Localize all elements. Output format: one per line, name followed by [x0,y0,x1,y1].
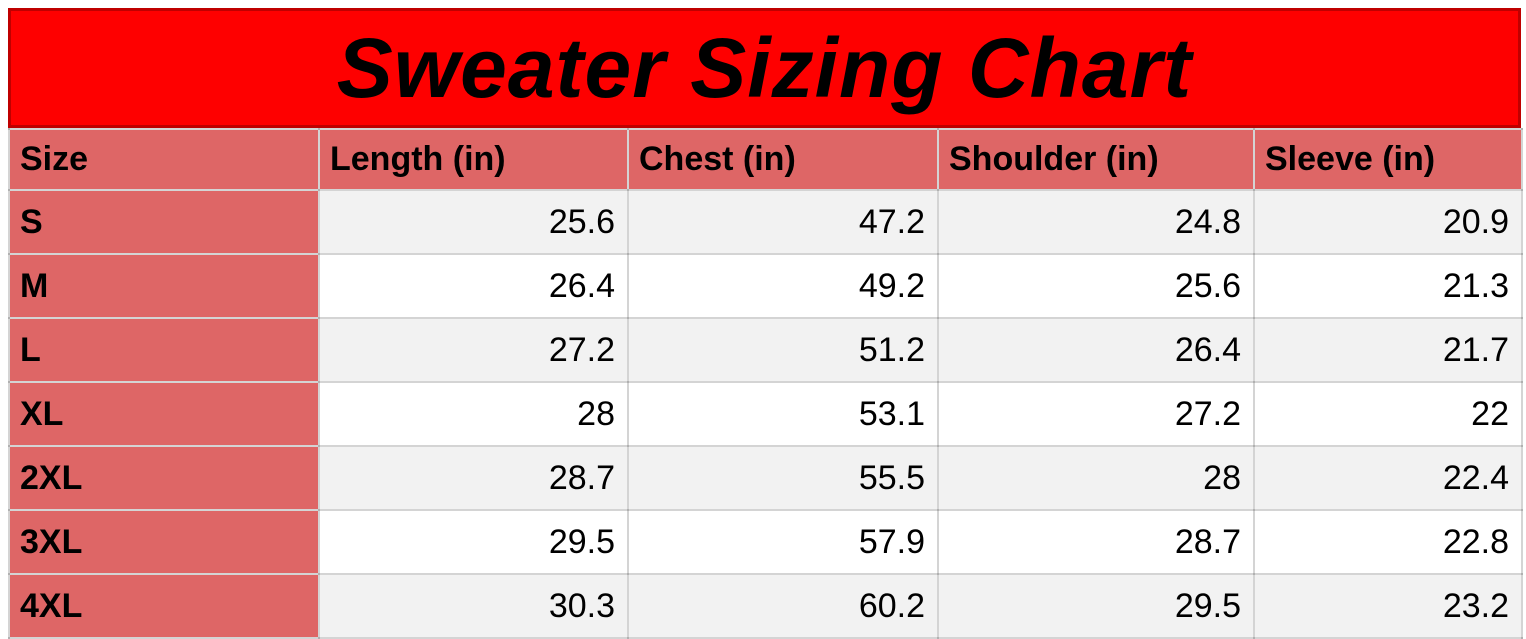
cell-chest-in-3xl: 57.9 [627,509,939,575]
table-row-l: L 27.2 51.2 26.4 21.7 [8,317,1523,383]
size-label-l: L [8,317,320,383]
column-header-chest-in: Chest (in) [627,128,939,191]
page-title: Sweater Sizing Chart [336,20,1193,115]
cell-chest-in-m: 49.2 [627,253,939,319]
size-label-m: M [8,253,320,319]
size-label-4xl: 4XL [8,573,320,639]
cell-length-in-s: 25.6 [318,189,629,255]
cell-length-in-l: 27.2 [318,317,629,383]
cell-shoulder-in-s: 24.8 [937,189,1255,255]
cell-sleeve-in-xl: 22 [1253,381,1523,447]
cell-length-in-4xl: 30.3 [318,573,629,639]
size-label-3xl: 3XL [8,509,320,575]
cell-shoulder-in-xl: 27.2 [937,381,1255,447]
table-header: Size Length (in) Chest (in) Shoulder (in) Sl… [8,128,1523,191]
column-header-length-in: Length (in) [318,128,629,191]
table-row-xl: XL 28 53.1 27.2 22 [8,381,1523,447]
cell-sleeve-in-l: 21.7 [1253,317,1523,383]
size-label-xl: XL [8,381,320,447]
column-header-shoulder-in: Shoulder (in) [937,128,1255,191]
chart-title-banner: Sweater Sizing Chart [8,8,1521,128]
table-row-s: S 25.6 47.2 24.8 20.9 [8,189,1523,255]
cell-shoulder-in-3xl: 28.7 [937,509,1255,575]
cell-chest-in-4xl: 60.2 [627,573,939,639]
cell-sleeve-in-2xl: 22.4 [1253,445,1523,511]
table-body: S 25.6 47.2 24.8 20.9 M 26.4 49.2 25.6 21.3 L 27.2 5… [8,189,1523,639]
cell-shoulder-in-m: 25.6 [937,253,1255,319]
sizing-table: Size Length (in) Chest (in) Shoulder (in) Sl… [8,128,1523,639]
table-row-2xl: 2XL 28.7 55.5 28 22.4 [8,445,1523,511]
size-label-s: S [8,189,320,255]
cell-shoulder-in-4xl: 29.5 [937,573,1255,639]
cell-length-in-xl: 28 [318,381,629,447]
column-header-sleeve-in: Sleeve (in) [1253,128,1523,191]
cell-sleeve-in-3xl: 22.8 [1253,509,1523,575]
cell-chest-in-l: 51.2 [627,317,939,383]
cell-sleeve-in-s: 20.9 [1253,189,1523,255]
cell-length-in-2xl: 28.7 [318,445,629,511]
cell-chest-in-2xl: 55.5 [627,445,939,511]
table-header-row: Size Length (in) Chest (in) Shoulder (in) Sl… [8,128,1523,191]
table-row-m: M 26.4 49.2 25.6 21.3 [8,253,1523,319]
table-row-3xl: 3XL 29.5 57.9 28.7 22.8 [8,509,1523,575]
sizing-chart-sheet: Sweater Sizing Chart Size Length (in) Ches… [8,8,1523,639]
column-header-size: Size [8,128,320,191]
cell-chest-in-s: 47.2 [627,189,939,255]
table-row-4xl: 4XL 30.3 60.2 29.5 23.2 [8,573,1523,639]
cell-sleeve-in-m: 21.3 [1253,253,1523,319]
cell-length-in-3xl: 29.5 [318,509,629,575]
cell-sleeve-in-4xl: 23.2 [1253,573,1523,639]
cell-length-in-m: 26.4 [318,253,629,319]
size-label-2xl: 2XL [8,445,320,511]
cell-shoulder-in-l: 26.4 [937,317,1255,383]
cell-chest-in-xl: 53.1 [627,381,939,447]
cell-shoulder-in-2xl: 28 [937,445,1255,511]
